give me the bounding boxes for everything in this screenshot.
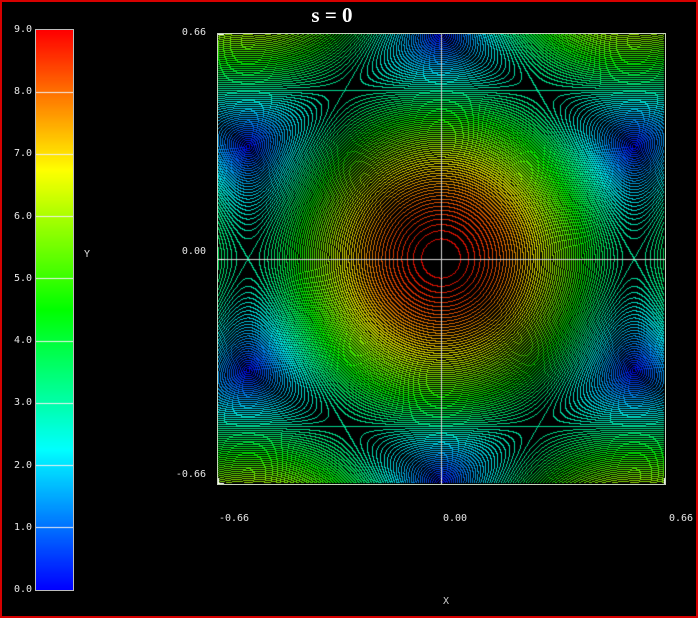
colorbar-tick-label: 6.0 <box>13 210 32 222</box>
colorbar-tick-label: 1.0 <box>13 521 32 533</box>
plot-title: s = 0 <box>311 3 353 27</box>
x-tick-label-right: 0.66 <box>668 513 694 524</box>
x-axis-label: X <box>442 596 450 607</box>
colorbar <box>35 29 74 591</box>
colorbar-tick-label: 5.0 <box>13 272 32 284</box>
y-tick-label-middle: 0.00 <box>181 246 206 257</box>
x-tick-label-left: -0.66 <box>218 513 250 524</box>
contour-plot-canvas <box>218 34 665 484</box>
plot-area <box>217 33 666 485</box>
colorbar-tick-label: 9.0 <box>13 24 32 35</box>
colorbar-tick-label: 4.0 <box>13 335 32 347</box>
colorbar-tick-label: 0.0 <box>13 584 32 595</box>
y-tick-label-top: 0.66 <box>181 27 206 38</box>
y-axis-label: Y <box>84 249 91 260</box>
y-tick-label-bottom: -0.66 <box>175 469 206 480</box>
colorbar-tick-label: 2.0 <box>13 459 32 471</box>
x-tick-label-middle: 0.00 <box>442 513 468 524</box>
colorbar-tick-label: 7.0 <box>13 148 32 160</box>
colorbar-tick-label: 8.0 <box>13 86 32 98</box>
colorbar-tick-label: 3.0 <box>13 397 32 409</box>
